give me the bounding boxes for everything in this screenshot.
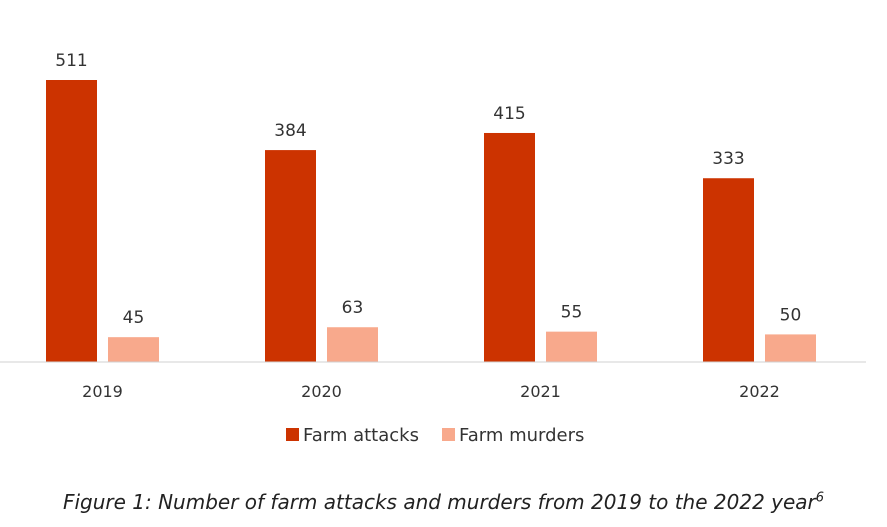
bar-farm-attacks-2019 xyxy=(46,80,97,362)
bar-farm-murders-2021 xyxy=(546,331,597,362)
legend-swatch-farm-murders xyxy=(442,428,455,441)
data-label-farm-attacks-2021: 415 xyxy=(493,104,525,124)
data-label-farm-attacks-2022: 333 xyxy=(712,149,744,169)
x-tick-label-2020: 2020 xyxy=(301,382,342,401)
legend-label-farm-attacks: Farm attacks xyxy=(303,425,419,446)
bar-farm-attacks-2022 xyxy=(703,178,754,362)
bar-farm-murders-2019 xyxy=(108,337,159,362)
legend-label-farm-murders: Farm murders xyxy=(459,425,584,446)
footnote-marker: 6 xyxy=(815,490,825,506)
data-label-farm-murders-2020: 63 xyxy=(342,298,364,318)
data-label-farm-murders-2021: 55 xyxy=(561,303,583,323)
data-label-farm-murders-2019: 45 xyxy=(123,308,145,328)
bar-farm-murders-2022 xyxy=(765,334,816,362)
legend: Farm attacks Farm murders xyxy=(286,425,584,446)
data-label-farm-attacks-2019: 511 xyxy=(55,51,87,71)
bars-layer: 511 45 2019 384 63 2020 415 55 2021 333 50 2022 xyxy=(46,51,816,401)
bar-farm-attacks-2021 xyxy=(484,132,535,362)
x-tick-label-2022: 2022 xyxy=(739,382,780,401)
x-tick-label-2019: 2019 xyxy=(82,382,123,401)
bar-farm-attacks-2020 xyxy=(265,150,316,362)
legend-swatch-farm-attacks xyxy=(286,428,299,441)
data-label-farm-murders-2022: 50 xyxy=(780,305,802,325)
figure-caption-text: Figure 1: Number of farm attacks and mur… xyxy=(62,490,816,514)
data-label-farm-attacks-2020: 384 xyxy=(274,121,306,141)
bar-chart: 511 45 2019 384 63 2020 415 55 2021 333 50 2022 Far… xyxy=(0,51,866,446)
figure-caption: Figure 1: Number of farm attacks and mur… xyxy=(0,490,887,514)
x-tick-label-2021: 2021 xyxy=(520,382,561,401)
bar-farm-murders-2020 xyxy=(327,327,378,362)
